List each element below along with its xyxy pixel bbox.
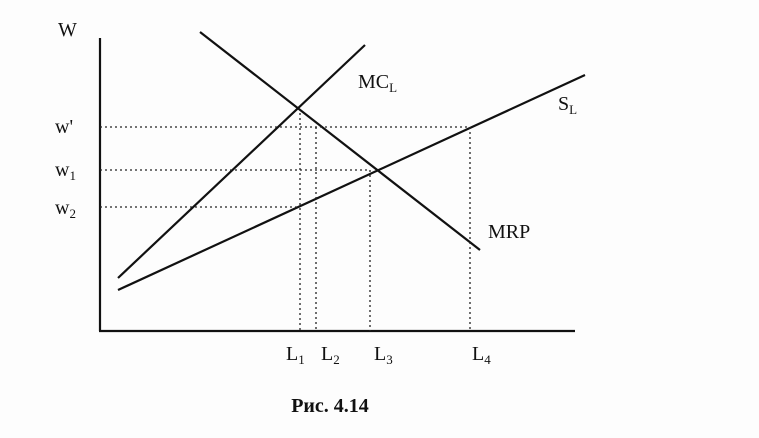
y-tick-label: w1 xyxy=(55,159,76,183)
curve-label: MRP xyxy=(488,221,530,243)
label-part: 1 xyxy=(69,168,76,183)
label-part: MRP xyxy=(488,221,530,243)
label-part: w xyxy=(55,197,70,219)
label-part: w xyxy=(55,159,70,181)
label-part: L xyxy=(374,343,386,365)
label-part: 4 xyxy=(484,352,491,367)
mc-curve xyxy=(117,44,366,279)
label-part: MC xyxy=(358,71,389,93)
label-part: L xyxy=(321,343,333,365)
x-tick-label: L1 xyxy=(286,343,305,367)
mrp-curve xyxy=(199,31,481,251)
label-part: 2 xyxy=(333,352,340,367)
label-part: 3 xyxy=(386,352,393,367)
y-tick-label: w2 xyxy=(55,197,76,221)
curve-label: MCL xyxy=(358,71,397,95)
label-part: L xyxy=(569,102,577,117)
label-part: w' xyxy=(55,116,73,138)
label-part: L xyxy=(286,343,298,365)
caption: Рис. 4.14 xyxy=(291,395,369,417)
x-tick-label: L4 xyxy=(472,343,491,367)
label-part: L xyxy=(389,80,397,95)
label-part: L xyxy=(472,343,484,365)
curve-label: SL xyxy=(558,93,577,117)
y-tick-label: w' xyxy=(55,116,73,138)
x-tick-label: L2 xyxy=(321,343,340,367)
label-part: 2 xyxy=(69,206,76,221)
y-axis-label: W xyxy=(58,19,77,41)
supply-curve xyxy=(117,74,586,291)
x-tick-label: L3 xyxy=(374,343,393,367)
label-part: 1 xyxy=(298,352,305,367)
label-part: S xyxy=(558,93,569,115)
